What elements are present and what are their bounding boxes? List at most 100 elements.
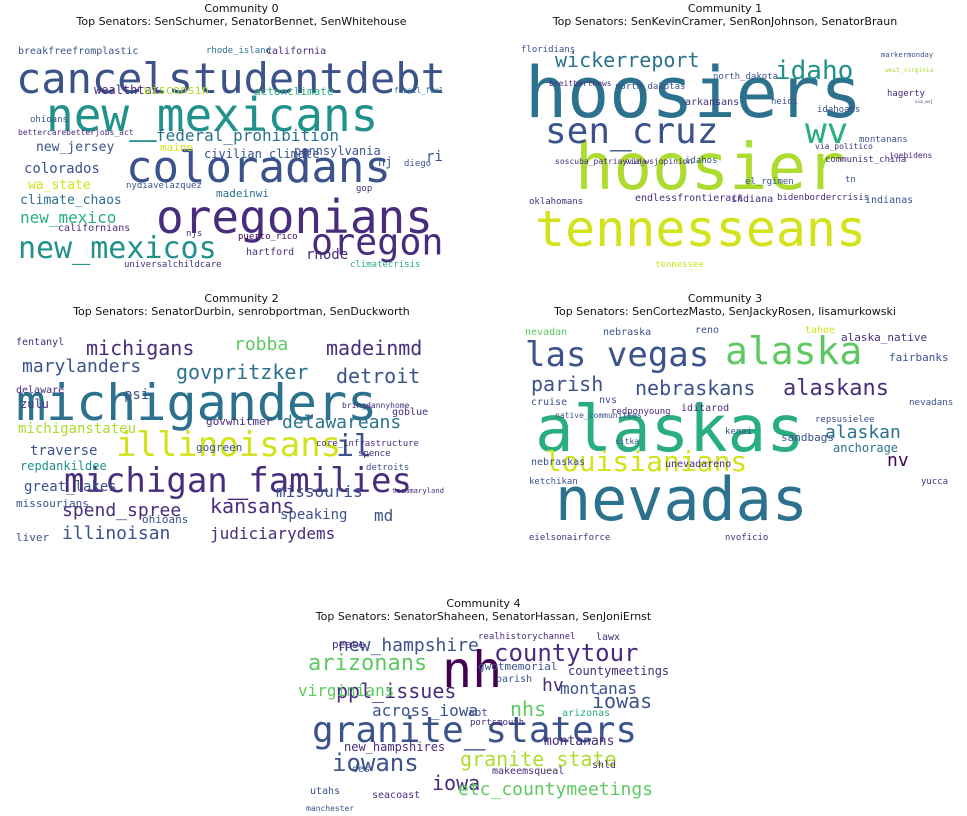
- cloud-word: michigan_families: [64, 461, 412, 501]
- cloud-word: montanans: [859, 135, 908, 145]
- cloud-word: govwhitmer: [206, 415, 273, 428]
- cloud-word: iowans: [332, 749, 419, 777]
- cloud-word: fairbanks: [889, 351, 949, 364]
- cloud-word: heidi: [771, 97, 799, 107]
- cloud-word: kenai: [725, 427, 753, 437]
- cloud-word: eielsonairforce: [529, 533, 611, 543]
- cloud-word: north_dakota: [713, 72, 779, 82]
- cloud-word: madeinwi: [216, 187, 269, 200]
- cloud-word: bidenbordercrisis: [777, 193, 870, 203]
- panel-title: Community 3 Top Senators: SenCortezMasto…: [483, 292, 967, 318]
- cloud-word: north_dakotas: [615, 82, 686, 92]
- word-cloud: hoosiers hoosier tennesseans sen_cruz wv idah…: [515, 28, 935, 270]
- top-senators-label: Top Senators: SenKevinCramer, SenRonJohn…: [552, 15, 898, 28]
- panel-community-3: Community 3 Top Senators: SenCortezMasto…: [483, 290, 967, 555]
- cloud-word: michiganders: [16, 374, 378, 432]
- cloud-word: hoosiers: [525, 52, 863, 134]
- cloud-word: illinoisans: [116, 425, 342, 465]
- cloud-word: new_mexicans: [46, 88, 379, 142]
- cloud-word: judiciarydems: [210, 524, 336, 543]
- cloud-word: iditarod: [681, 403, 730, 414]
- cloud-word: fentanyl: [16, 337, 65, 348]
- cloud-word: spend_spree: [62, 500, 182, 521]
- cloud-word: granite_staters: [312, 710, 638, 751]
- cloud-word: ri: [426, 149, 443, 165]
- cloud-word: marylanders: [22, 356, 142, 377]
- cloud-word: wisconsin: [144, 83, 210, 97]
- cloud-word: repdankildee: [20, 459, 107, 473]
- cloud-word: ohioans: [142, 513, 189, 526]
- cloud-word: breitbartnews: [549, 79, 612, 88]
- cloud-word: nebraska: [603, 327, 652, 338]
- cloud-word: nevadas: [555, 465, 808, 535]
- cloud-word: iowas: [592, 689, 653, 713]
- cloud-word: nh: [442, 641, 503, 699]
- cloud-word: abt: [468, 706, 488, 719]
- cloud-word: arizonans: [308, 651, 428, 676]
- cloud-word: nevadans: [909, 397, 954, 408]
- cloud-word: parish: [496, 674, 533, 685]
- cloud-word: detroits: [366, 463, 410, 473]
- cloud-word: montanas: [560, 679, 638, 698]
- cloud-word: montanans: [544, 734, 615, 749]
- panel-community-2: Community 2 Top Senators: SenatorDurbin,…: [0, 290, 483, 555]
- word-cloud: cancelstudentdebt new_mexicans coloradans o…: [6, 28, 446, 270]
- word-cloud: granite_staters nh countytour arizonans new_…: [292, 623, 674, 813]
- cloud-word: arizonas: [562, 708, 611, 719]
- cloud-word: wa_state: [28, 178, 91, 193]
- cloud-word: utahs: [310, 786, 341, 797]
- cloud-word: nj: [378, 155, 393, 169]
- panel-title: Community 0 Top Senators: SenSchumer, Se…: [0, 2, 483, 28]
- cloud-word: alaska: [725, 329, 863, 373]
- cloud-word: across_iowa: [372, 701, 478, 720]
- cloud-word: anchorage: [833, 441, 899, 455]
- cloud-word: etc_countymeetings: [458, 779, 654, 800]
- cloud-word: granite_state: [460, 747, 617, 771]
- cloud-word: missourians: [16, 497, 89, 510]
- top-senators-label: Top Senators: SenatorDurbin, senrobportm…: [73, 305, 410, 318]
- cloud-word: arkansans: [685, 97, 740, 108]
- cloud-word: universalchildcare: [124, 260, 222, 270]
- cloud-word: native_communities: [555, 411, 642, 420]
- community-label: Community 1: [687, 2, 763, 15]
- cloud-word: federal_prohibition: [156, 126, 340, 145]
- cloud-word: idaho: [775, 56, 854, 86]
- cloud-word: core_infrastructure: [316, 439, 419, 449]
- cloud-word: new_mexicos: [18, 231, 217, 266]
- cloud-word: rhode_island: [206, 46, 272, 56]
- cloud-word: psi: [124, 387, 150, 403]
- cloud-word: climate_chaos: [20, 193, 122, 208]
- cloud-word: alaska_native: [841, 331, 928, 344]
- cloud-word: repsusielee: [815, 415, 875, 425]
- cloud-word: sen_cruz: [545, 111, 719, 152]
- cloud-word: nevadan: [525, 327, 568, 338]
- cloud-word: via_politico: [815, 142, 873, 151]
- cloud-word: tennesseans: [535, 200, 867, 258]
- cloud-word: louisianians: [545, 445, 748, 478]
- cloud-word: speaking: [280, 507, 348, 523]
- cloud-word: climatecrisis: [350, 260, 421, 270]
- cloud-word: via_wsjopinion: [625, 157, 693, 166]
- cloud-word: coloradans: [126, 142, 391, 193]
- cloud-word: great_lakes: [24, 479, 117, 495]
- cloud-word: countymeetings: [568, 664, 670, 678]
- cloud-word: delaware: [16, 385, 65, 396]
- cloud-word: ppl_issues: [336, 679, 457, 703]
- cloud-word: endlessfrontieract: [635, 193, 744, 204]
- panel-title: Community 2 Top Senators: SenatorDurbin,…: [0, 292, 483, 318]
- cloud-word: nydiavelazquez: [126, 181, 202, 191]
- panel-title: Community 4 Top Senators: SenatorShaheen…: [240, 597, 727, 623]
- cloud-word: michigans: [86, 336, 195, 360]
- cloud-word: countytour: [494, 639, 639, 667]
- cloud-word: gwotmemorial: [478, 660, 558, 673]
- cloud-word: sandbags: [781, 431, 834, 444]
- cloud-word: nhs: [510, 697, 547, 721]
- cloud-word: yucca: [921, 477, 949, 487]
- cloud-word: civilian_climate: [204, 147, 320, 161]
- cloud-word: portsmouth: [470, 718, 525, 728]
- cloud-word: joebidens: [889, 151, 933, 160]
- cloud-word: gogreen: [196, 441, 243, 454]
- cloud-word: reno: [695, 325, 720, 336]
- cloud-word: new_hampshires: [344, 740, 446, 754]
- cloud-word: hagerty: [887, 89, 925, 99]
